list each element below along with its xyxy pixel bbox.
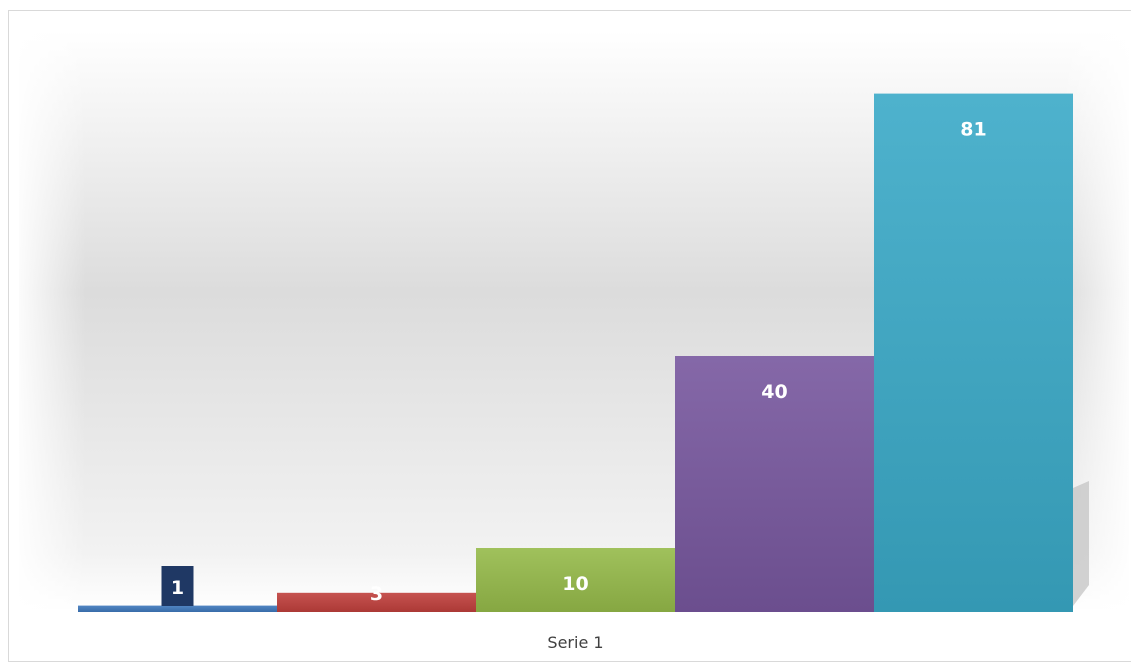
data-label-3: 10	[562, 573, 588, 595]
bars-layer	[78, 93, 1073, 613]
plot-floor-shadow	[1073, 481, 1089, 606]
category-label: Serie 1	[547, 633, 603, 652]
labels-layer: 1 3 10 40 81	[161, 119, 987, 606]
bar-1	[78, 605, 277, 612]
data-label-5: 81	[960, 119, 986, 141]
data-label-4: 40	[761, 381, 787, 403]
data-label-1: 1	[171, 577, 184, 599]
bar-4	[675, 356, 874, 612]
data-label-background-1	[161, 566, 194, 606]
bar-chart: 1 3 10 40 81 Serie 1	[19, 31, 1129, 652]
bar-3	[476, 548, 675, 612]
bar-5	[874, 93, 1073, 613]
category-layer: Serie 1	[547, 633, 603, 652]
chart-area: 1 3 10 40 81 Serie 1	[8, 10, 1131, 662]
bar-2	[277, 592, 476, 612]
data-label-2: 3	[370, 583, 383, 605]
